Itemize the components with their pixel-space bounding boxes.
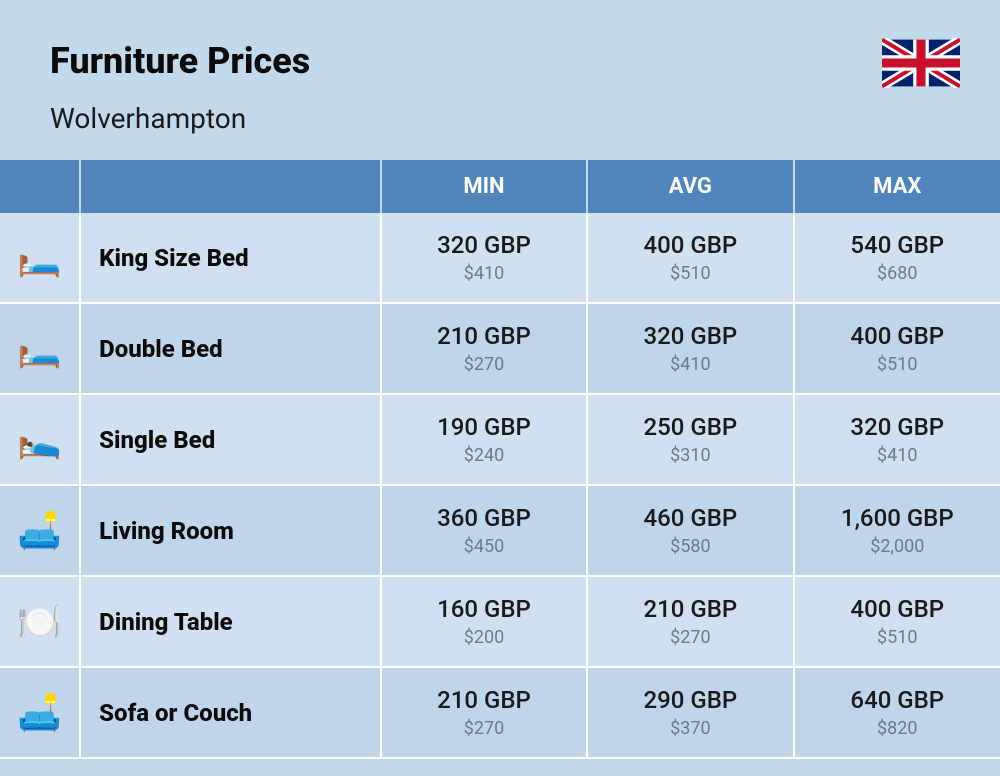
- page-subtitle: Wolverhampton: [50, 102, 950, 135]
- min-price: 190 GBP $240: [381, 394, 587, 485]
- uk-flag-icon: [882, 38, 960, 88]
- gbp-value: 400 GBP: [805, 322, 990, 350]
- avg-price: 460 GBP $580: [587, 485, 793, 576]
- min-price: 210 GBP $270: [381, 303, 587, 394]
- table-row: 🛏️Double Bed 210 GBP $270 320 GBP $410 400 GB…: [0, 303, 1000, 394]
- min-price: 320 GBP $410: [381, 213, 587, 303]
- table-row: 🛋️Living Room 360 GBP $450 460 GBP $580 1,600…: [0, 485, 1000, 576]
- furniture-label: King Size Bed: [80, 213, 381, 303]
- gbp-value: 290 GBP: [598, 686, 782, 714]
- gbp-value: 640 GBP: [805, 686, 990, 714]
- table-row: 🛋️Sofa or Couch 210 GBP $270 290 GBP $370 640…: [0, 667, 1000, 758]
- usd-value: $510: [805, 354, 990, 375]
- header-min: MIN: [381, 160, 587, 213]
- header-avg: AVG: [587, 160, 793, 213]
- furniture-icon: 🛋️: [0, 667, 80, 758]
- furniture-label: Sofa or Couch: [80, 667, 381, 758]
- max-price: 1,600 GBP $2,000: [794, 485, 1000, 576]
- max-price: 320 GBP $410: [794, 394, 1000, 485]
- header-icon-col: [0, 160, 80, 213]
- max-price: 540 GBP $680: [794, 213, 1000, 303]
- gbp-value: 540 GBP: [805, 231, 990, 259]
- usd-value: $450: [392, 536, 576, 557]
- usd-value: $310: [598, 445, 782, 466]
- usd-value: $680: [805, 263, 990, 284]
- avg-price: 400 GBP $510: [587, 213, 793, 303]
- furniture-icon: 🛌: [0, 394, 80, 485]
- gbp-value: 210 GBP: [392, 322, 576, 350]
- gbp-value: 250 GBP: [598, 413, 782, 441]
- page-title: Furniture Prices: [50, 40, 950, 82]
- usd-value: $240: [392, 445, 576, 466]
- header-label-col: [80, 160, 381, 213]
- furniture-label: Dining Table: [80, 576, 381, 667]
- table-row: 🛌Single Bed 190 GBP $240 250 GBP $310 320 GBP…: [0, 394, 1000, 485]
- table-row: 🍽️Dining Table 160 GBP $200 210 GBP $270 400 …: [0, 576, 1000, 667]
- usd-value: $2,000: [805, 536, 990, 557]
- avg-price: 290 GBP $370: [587, 667, 793, 758]
- furniture-icon: 🛋️: [0, 485, 80, 576]
- avg-price: 210 GBP $270: [587, 576, 793, 667]
- furniture-label: Living Room: [80, 485, 381, 576]
- usd-value: $410: [392, 263, 576, 284]
- usd-value: $270: [392, 354, 576, 375]
- usd-value: $580: [598, 536, 782, 557]
- usd-value: $200: [392, 627, 576, 648]
- gbp-value: 210 GBP: [392, 686, 576, 714]
- min-price: 360 GBP $450: [381, 485, 587, 576]
- usd-value: $410: [598, 354, 782, 375]
- usd-value: $820: [805, 718, 990, 739]
- header-max: MAX: [794, 160, 1000, 213]
- gbp-value: 320 GBP: [392, 231, 576, 259]
- max-price: 400 GBP $510: [794, 576, 1000, 667]
- gbp-value: 190 GBP: [392, 413, 576, 441]
- min-price: 210 GBP $270: [381, 667, 587, 758]
- header: Furniture Prices Wolverhampton: [0, 0, 1000, 160]
- avg-price: 250 GBP $310: [587, 394, 793, 485]
- usd-value: $370: [598, 718, 782, 739]
- min-price: 160 GBP $200: [381, 576, 587, 667]
- max-price: 640 GBP $820: [794, 667, 1000, 758]
- furniture-icon: 🛏️: [0, 303, 80, 394]
- usd-value: $270: [392, 718, 576, 739]
- usd-value: $510: [598, 263, 782, 284]
- gbp-value: 320 GBP: [598, 322, 782, 350]
- avg-price: 320 GBP $410: [587, 303, 793, 394]
- gbp-value: 210 GBP: [598, 595, 782, 623]
- price-table: MIN AVG MAX 🛏️King Size Bed 320 GBP $410 40…: [0, 160, 1000, 759]
- max-price: 400 GBP $510: [794, 303, 1000, 394]
- gbp-value: 160 GBP: [392, 595, 576, 623]
- table-row: 🛏️King Size Bed 320 GBP $410 400 GBP $510 540…: [0, 213, 1000, 303]
- gbp-value: 360 GBP: [392, 504, 576, 532]
- gbp-value: 460 GBP: [598, 504, 782, 532]
- usd-value: $410: [805, 445, 990, 466]
- gbp-value: 1,600 GBP: [805, 504, 990, 532]
- furniture-icon: 🛏️: [0, 213, 80, 303]
- table-header-row: MIN AVG MAX: [0, 160, 1000, 213]
- gbp-value: 320 GBP: [805, 413, 990, 441]
- furniture-label: Double Bed: [80, 303, 381, 394]
- furniture-label: Single Bed: [80, 394, 381, 485]
- usd-value: $510: [805, 627, 990, 648]
- usd-value: $270: [598, 627, 782, 648]
- gbp-value: 400 GBP: [598, 231, 782, 259]
- gbp-value: 400 GBP: [805, 595, 990, 623]
- furniture-icon: 🍽️: [0, 576, 80, 667]
